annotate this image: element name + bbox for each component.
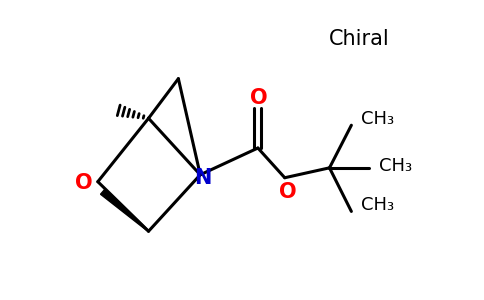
Text: CH₃: CH₃ (361, 196, 394, 214)
Text: O: O (250, 88, 268, 109)
Text: N: N (195, 168, 212, 188)
Polygon shape (101, 189, 149, 232)
Text: CH₃: CH₃ (361, 110, 394, 128)
Text: O: O (75, 173, 93, 193)
Text: Chiral: Chiral (329, 29, 390, 49)
Text: CH₃: CH₃ (378, 157, 412, 175)
Text: O: O (279, 182, 297, 202)
